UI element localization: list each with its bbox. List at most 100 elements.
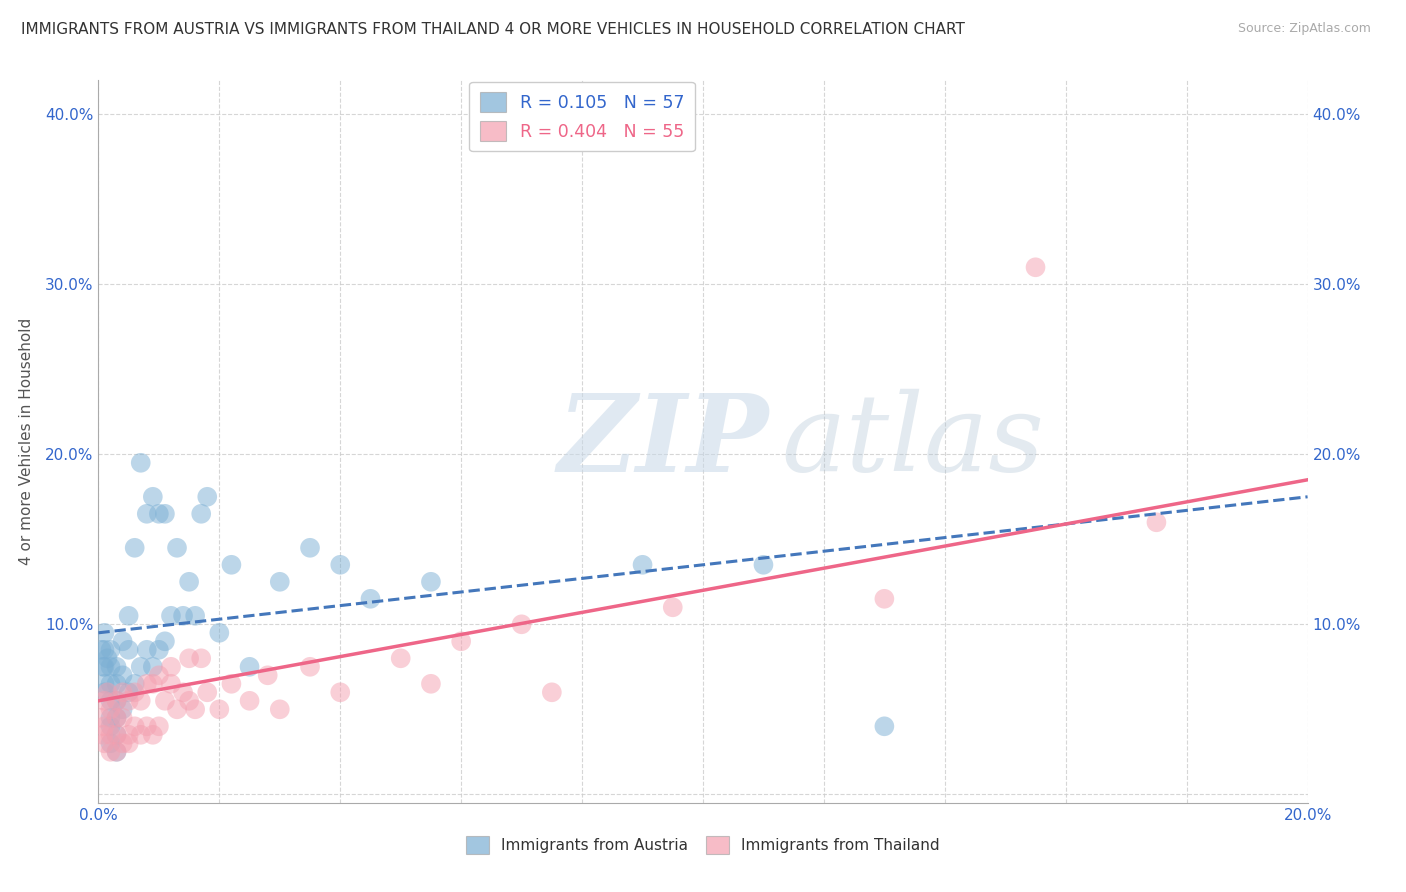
Point	[873, 591, 896, 606]
Point	[269, 702, 291, 716]
Point	[360, 591, 382, 606]
Point	[105, 694, 128, 708]
Point	[239, 694, 262, 708]
Point	[195, 490, 218, 504]
Point	[148, 719, 170, 733]
Point	[256, 668, 278, 682]
Point	[752, 558, 775, 572]
Point	[129, 694, 152, 708]
Point	[129, 456, 152, 470]
Point	[118, 642, 141, 657]
Point	[135, 507, 157, 521]
Point	[540, 685, 562, 699]
Point	[389, 651, 412, 665]
Point	[93, 642, 115, 657]
Point	[118, 608, 141, 623]
Point	[420, 574, 443, 589]
Point	[153, 694, 176, 708]
Point	[118, 694, 141, 708]
Point	[100, 728, 122, 742]
Point	[221, 677, 243, 691]
Point	[100, 711, 122, 725]
Point	[166, 702, 188, 716]
Point	[124, 685, 146, 699]
Point	[100, 745, 122, 759]
Point	[661, 600, 683, 615]
Point	[111, 736, 134, 750]
Point	[1024, 260, 1046, 275]
Point	[135, 642, 157, 657]
Point	[166, 541, 188, 555]
Point	[208, 702, 231, 716]
Point	[100, 736, 122, 750]
Point	[148, 668, 170, 682]
Point	[142, 677, 165, 691]
Text: atlas: atlas	[782, 389, 1045, 494]
Point	[91, 728, 114, 742]
Point	[160, 608, 183, 623]
Point	[111, 634, 134, 648]
Point	[105, 745, 128, 759]
Point	[118, 728, 141, 742]
Point	[160, 677, 183, 691]
Text: IMMIGRANTS FROM AUSTRIA VS IMMIGRANTS FROM THAILAND 4 OR MORE VEHICLES IN HOUSEH: IMMIGRANTS FROM AUSTRIA VS IMMIGRANTS FR…	[21, 22, 965, 37]
Point	[153, 634, 176, 648]
Point	[153, 507, 176, 521]
Point	[105, 728, 128, 742]
Point	[179, 651, 201, 665]
Point	[1144, 516, 1167, 530]
Point	[100, 660, 122, 674]
Point	[100, 694, 122, 708]
Point	[142, 660, 165, 674]
Point	[184, 702, 207, 716]
Point	[105, 660, 128, 674]
Point	[299, 541, 322, 555]
Point	[105, 728, 128, 742]
Point	[142, 490, 165, 504]
Point	[269, 574, 291, 589]
Point	[93, 625, 115, 640]
Point	[124, 541, 146, 555]
Point	[93, 685, 115, 699]
Point	[100, 719, 122, 733]
Point	[90, 642, 112, 657]
Point	[111, 685, 134, 699]
Point	[93, 694, 115, 708]
Point	[208, 625, 231, 640]
Point	[142, 728, 165, 742]
Point	[111, 668, 134, 682]
Point	[93, 660, 115, 674]
Point	[329, 685, 352, 699]
Point	[129, 660, 152, 674]
Y-axis label: 4 or more Vehicles in Household: 4 or more Vehicles in Household	[18, 318, 34, 566]
Point	[105, 711, 128, 725]
Point	[91, 660, 114, 674]
Point	[221, 558, 243, 572]
Point	[172, 608, 194, 623]
Point	[135, 719, 157, 733]
Point	[105, 745, 128, 759]
Point	[172, 685, 194, 699]
Point	[129, 728, 152, 742]
Point	[124, 719, 146, 733]
Point	[329, 558, 352, 572]
Point	[100, 677, 122, 691]
Point	[111, 702, 134, 716]
Point	[631, 558, 654, 572]
Point	[105, 711, 128, 725]
Point	[148, 642, 170, 657]
Point	[124, 677, 146, 691]
Point	[90, 711, 112, 725]
Text: ZIP: ZIP	[558, 389, 769, 494]
Point	[93, 677, 115, 691]
Point	[105, 677, 128, 691]
Point	[420, 677, 443, 691]
Legend: Immigrants from Austria, Immigrants from Thailand: Immigrants from Austria, Immigrants from…	[460, 830, 946, 860]
Point	[105, 694, 128, 708]
Point	[184, 608, 207, 623]
Point	[873, 719, 896, 733]
Point	[93, 719, 115, 733]
Text: Source: ZipAtlas.com: Source: ZipAtlas.com	[1237, 22, 1371, 36]
Point	[299, 660, 322, 674]
Point	[118, 736, 141, 750]
